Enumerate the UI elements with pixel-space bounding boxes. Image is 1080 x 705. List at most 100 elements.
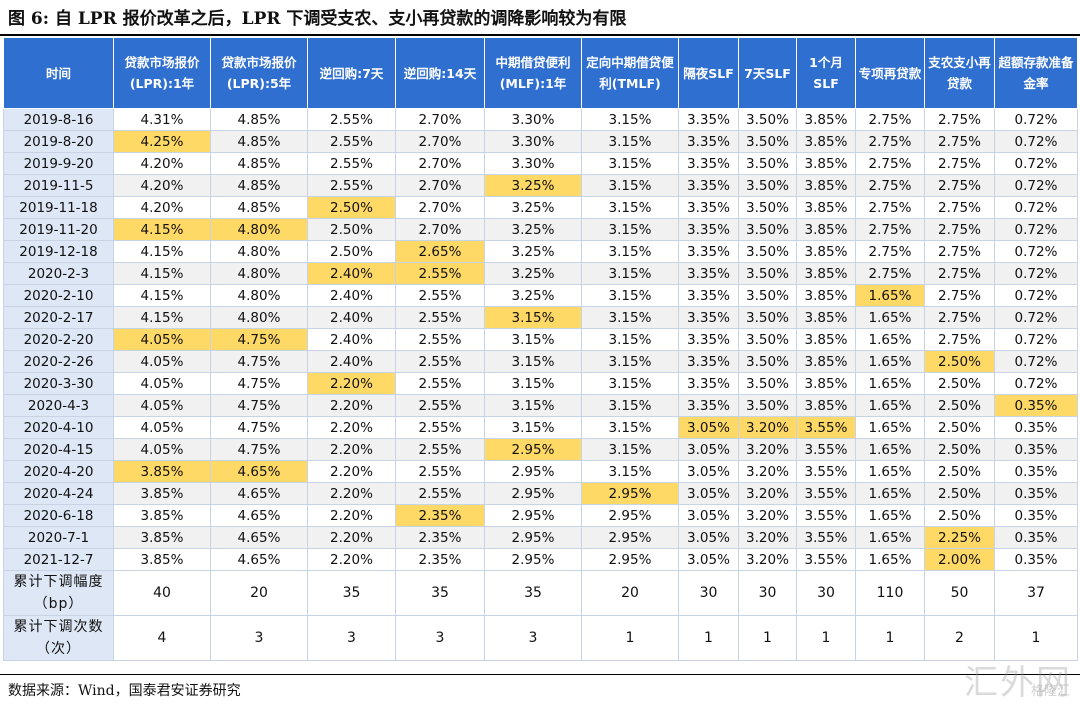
rate-cell: 3.85% <box>796 394 856 417</box>
table-row: 2020-4-3 4.05% 4.75% 2.20% 2.55% 3.15% 3.15% 3.… <box>3 394 1078 417</box>
rate-cell: 3.15% <box>581 284 679 307</box>
rate-cell: 3.85% <box>796 306 856 329</box>
table-row: 2020-4-10 4.05% 4.75% 2.20% 2.55% 3.15% 3.15% 3… <box>3 416 1078 439</box>
rate-cell: 4.65% <box>210 526 308 549</box>
rate-cell: 4.31% <box>113 108 211 131</box>
rate-cell: 4.15% <box>113 306 211 329</box>
row-date: 2020-2-20 <box>3 328 114 351</box>
rate-cell: 3.85% <box>796 218 856 241</box>
summary-cell: 3 <box>395 615 485 661</box>
rate-cell: 3.15% <box>484 306 582 329</box>
rate-cell: 2.50% <box>924 482 995 505</box>
summary-cell: 1 <box>796 615 856 661</box>
table-row: 2019-11-20 4.15% 4.80% 2.50% 2.70% 3.25% 3.15%… <box>3 218 1078 241</box>
rate-cell: 2.40% <box>307 306 396 329</box>
rate-cell: 3.85% <box>796 284 856 307</box>
rate-cell: 3.55% <box>796 526 856 549</box>
rate-cell: 0.35% <box>994 482 1078 505</box>
rate-cell: 2.35% <box>395 504 485 527</box>
row-date: 2019-11-5 <box>3 174 114 197</box>
rate-cell: 1.65% <box>855 372 925 395</box>
rate-cell: 0.72% <box>994 372 1078 395</box>
rate-cell: 2.50% <box>924 416 995 439</box>
rate-cell: 2.55% <box>395 416 485 439</box>
table-row: 2020-2-17 4.15% 4.80% 2.40% 2.55% 3.15% 3.15% 3… <box>3 306 1078 329</box>
rate-cell: 1.65% <box>855 438 925 461</box>
rate-cell: 3.55% <box>796 482 856 505</box>
rate-cell: 2.55% <box>395 482 485 505</box>
rate-cell: 3.25% <box>484 174 582 197</box>
rate-cell: 0.35% <box>994 526 1078 549</box>
row-date: 2020-2-10 <box>3 284 114 307</box>
rate-cell: 3.25% <box>484 284 582 307</box>
rate-cell: 4.05% <box>113 328 211 351</box>
rate-cell: 3.15% <box>581 394 679 417</box>
row-date: 2019-11-18 <box>3 196 114 219</box>
column-header: 逆回购:14天 <box>395 37 485 109</box>
rate-cell: 4.80% <box>210 240 308 263</box>
rate-cell: 0.35% <box>994 438 1078 461</box>
rate-cell: 2.50% <box>307 240 396 263</box>
rate-table: 时间 贷款市场报价(LPR):1年 贷款市场报价(LPR):5年 逆回购:7天 逆回购:… <box>3 37 1078 661</box>
row-date: 2021-12-7 <box>3 548 114 571</box>
rate-cell: 4.75% <box>210 394 308 417</box>
column-header: 中期借贷便利(MLF):1年 <box>484 37 582 109</box>
rate-cell: 2.50% <box>924 438 995 461</box>
rate-cell: 2.50% <box>924 504 995 527</box>
rate-cell: 3.05% <box>678 460 739 483</box>
rate-cell: 2.25% <box>924 526 995 549</box>
rate-cell: 3.35% <box>678 196 739 219</box>
rate-cell: 2.35% <box>395 526 485 549</box>
rate-cell: 1.65% <box>855 460 925 483</box>
rate-cell: 2.75% <box>924 284 995 307</box>
rate-cell: 2.95% <box>581 526 679 549</box>
rate-cell: 4.20% <box>113 196 211 219</box>
rate-cell: 3.50% <box>738 130 797 153</box>
header-row: 时间 贷款市场报价(LPR):1年 贷款市场报价(LPR):5年 逆回购:7天 逆回购:… <box>3 37 1078 109</box>
rate-cell: 3.85% <box>113 548 211 571</box>
table-row: 2020-2-26 4.05% 4.75% 2.40% 2.55% 3.15% 3.15% 3… <box>3 350 1078 373</box>
rate-cell: 4.15% <box>113 218 211 241</box>
row-date: 2020-4-3 <box>3 394 114 417</box>
rate-cell: 3.50% <box>738 306 797 329</box>
rate-cell: 3.50% <box>738 328 797 351</box>
rate-cell: 1.65% <box>855 394 925 417</box>
rate-cell: 2.55% <box>307 174 396 197</box>
rate-cell: 3.85% <box>796 108 856 131</box>
rate-cell: 3.05% <box>678 416 739 439</box>
rate-cell: 2.55% <box>307 130 396 153</box>
figure-title: 图 6: 自 LPR 报价改革之后，LPR 下调受支农、支小再贷款的调降影响较为… <box>8 9 627 29</box>
rate-cell: 3.85% <box>796 240 856 263</box>
rate-cell: 4.75% <box>210 372 308 395</box>
row-date: 2020-3-30 <box>3 372 114 395</box>
table-row: 2020-2-3 4.15% 4.80% 2.40% 2.55% 3.25% 3.15% 3.… <box>3 262 1078 285</box>
summary-cell: 30 <box>678 570 739 616</box>
rate-cell: 4.80% <box>210 218 308 241</box>
rate-cell: 3.25% <box>484 262 582 285</box>
summary-row: 累计下调幅度（bp） 40 20 35 35 35 20 30 30 30 110 50 37 <box>3 570 1078 616</box>
rate-cell: 3.15% <box>581 196 679 219</box>
rate-cell: 0.35% <box>994 416 1078 439</box>
summary-label: 累计下调幅度（bp） <box>3 570 114 616</box>
rate-cell: 2.95% <box>484 438 582 461</box>
rate-cell: 3.15% <box>581 306 679 329</box>
table-row: 2020-4-24 3.85% 4.65% 2.20% 2.55% 2.95% 2.95% 3… <box>3 482 1078 505</box>
summary-cell: 50 <box>924 570 995 616</box>
rate-cell: 0.72% <box>994 196 1078 219</box>
rate-cell: 3.15% <box>484 416 582 439</box>
rate-cell: 2.50% <box>924 460 995 483</box>
rate-cell: 3.50% <box>738 350 797 373</box>
rate-cell: 3.15% <box>581 328 679 351</box>
summary-cell: 20 <box>581 570 679 616</box>
rate-cell: 0.72% <box>994 174 1078 197</box>
rate-cell: 3.35% <box>678 328 739 351</box>
rate-cell: 2.20% <box>307 416 396 439</box>
rate-cell: 1.65% <box>855 526 925 549</box>
rate-cell: 3.05% <box>678 548 739 571</box>
rate-cell: 3.15% <box>581 130 679 153</box>
column-header: 7天SLF <box>738 37 797 109</box>
rate-cell: 2.75% <box>924 196 995 219</box>
rate-cell: 2.75% <box>924 108 995 131</box>
rate-cell: 3.15% <box>581 174 679 197</box>
row-date: 2019-11-20 <box>3 218 114 241</box>
